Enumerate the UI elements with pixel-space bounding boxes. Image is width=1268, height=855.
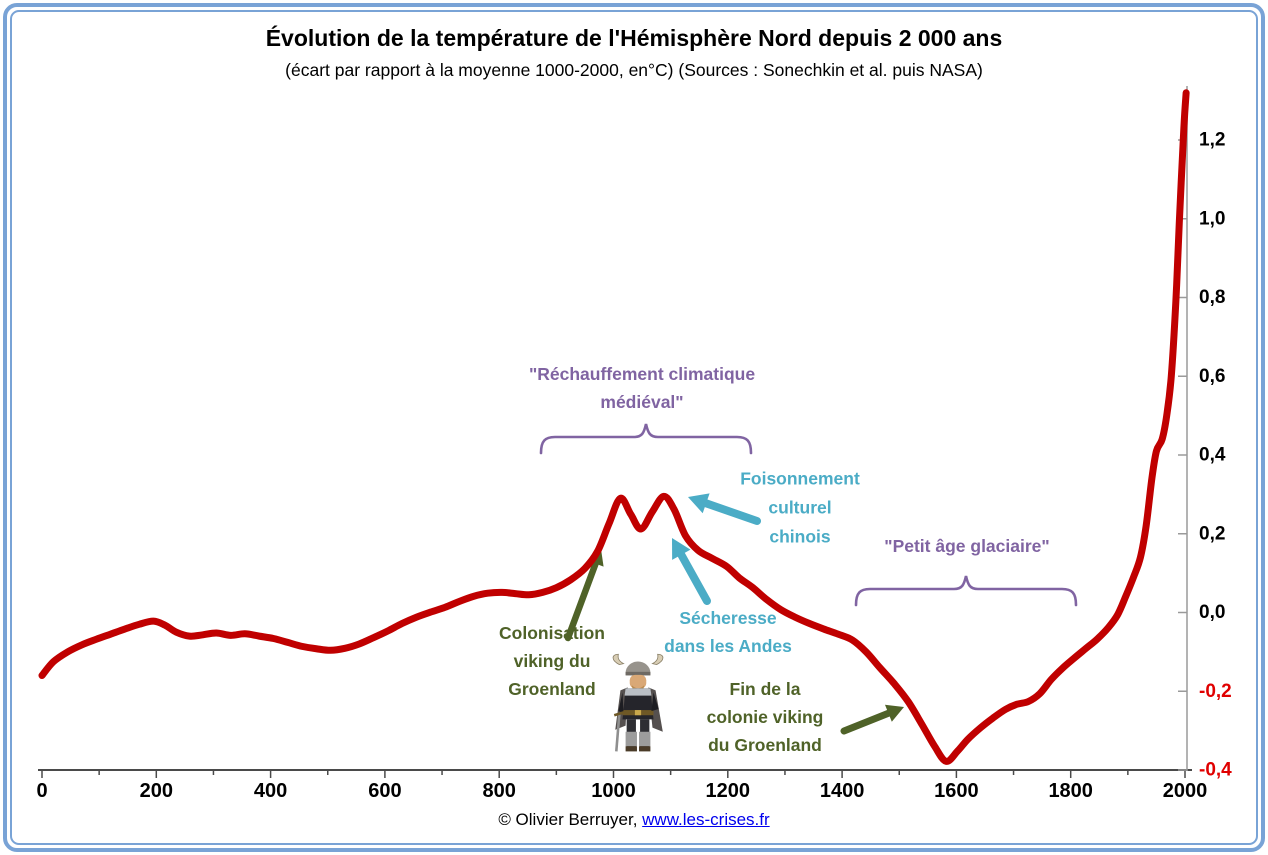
x-tick-label: 800 bbox=[483, 780, 516, 802]
annotation-brace bbox=[854, 575, 1078, 607]
y-tick-label: 0,6 bbox=[1199, 366, 1225, 387]
chart-subtitle: (écart par rapport à la moyenne 1000-200… bbox=[285, 60, 983, 80]
annotation-arrow-shaft bbox=[840, 709, 892, 735]
y-tick-label: 1,2 bbox=[1199, 130, 1225, 151]
x-tick-label: 200 bbox=[140, 780, 173, 802]
annotation-arrow-head bbox=[672, 538, 691, 560]
annotation-viking-colony-end: Fin de la colonie viking du Groenland bbox=[706, 679, 824, 755]
x-tick-label: 600 bbox=[368, 780, 401, 802]
y-tick-label: 0,4 bbox=[1199, 445, 1226, 466]
x-tick-label: 0 bbox=[36, 780, 47, 802]
y-tick-label: 0,8 bbox=[1199, 287, 1225, 308]
annotation-arrow-shaft bbox=[702, 499, 761, 525]
y-tick-label: 0,2 bbox=[1199, 523, 1225, 544]
viking-image bbox=[612, 653, 664, 752]
y-tick-label: 0,0 bbox=[1199, 602, 1225, 623]
annotation-arrow-shaft bbox=[677, 550, 711, 605]
x-tick-label: 2000 bbox=[1163, 780, 1208, 802]
annotation-arrow-shaft bbox=[564, 560, 599, 642]
axes: 0 200 400 600 800 1000 1200 1400 1600 1800 2000 1,2… bbox=[36, 86, 1232, 802]
les-crises-link[interactable]: www.les-crises.fr bbox=[642, 810, 770, 829]
y-tick-label: -0,2 bbox=[1199, 681, 1232, 702]
annotation-little-ice-age: "Petit âge glaciaire" bbox=[884, 536, 1050, 556]
x-tick-label: 400 bbox=[254, 780, 287, 802]
footer: © Olivier Berruyer, www.les-crises.fr bbox=[0, 810, 1268, 830]
copyright-text: © Olivier Berruyer, bbox=[498, 810, 643, 829]
y-tick-label: -0,4 bbox=[1199, 760, 1232, 781]
annotation-andes-drought: Sécheresse dans les Andes bbox=[664, 608, 792, 656]
annotation-viking-colonisation: Colonisation viking du Groenland bbox=[499, 623, 605, 699]
y-tick-label: 1,0 bbox=[1199, 208, 1225, 229]
annotation-shapes bbox=[539, 423, 1078, 735]
annotation-brace bbox=[539, 423, 753, 455]
x-tick-label: 1600 bbox=[934, 780, 979, 802]
temperature-curve bbox=[38, 89, 1190, 765]
chart-title: Évolution de la température de l'Hémisph… bbox=[265, 25, 1003, 51]
x-tick-label: 1000 bbox=[591, 780, 636, 802]
x-tick-label: 1800 bbox=[1048, 780, 1093, 802]
annotation-medieval-warming: "Réchauffement climatique médiéval" bbox=[528, 364, 756, 412]
annotation-arrow-head bbox=[688, 493, 710, 514]
annotation-chinese-culture: Foisonnement culturel chinois bbox=[740, 468, 860, 547]
x-tick-label: 1200 bbox=[706, 780, 751, 802]
x-tick-label: 1400 bbox=[820, 780, 865, 802]
annotation-arrow-head bbox=[884, 704, 904, 722]
